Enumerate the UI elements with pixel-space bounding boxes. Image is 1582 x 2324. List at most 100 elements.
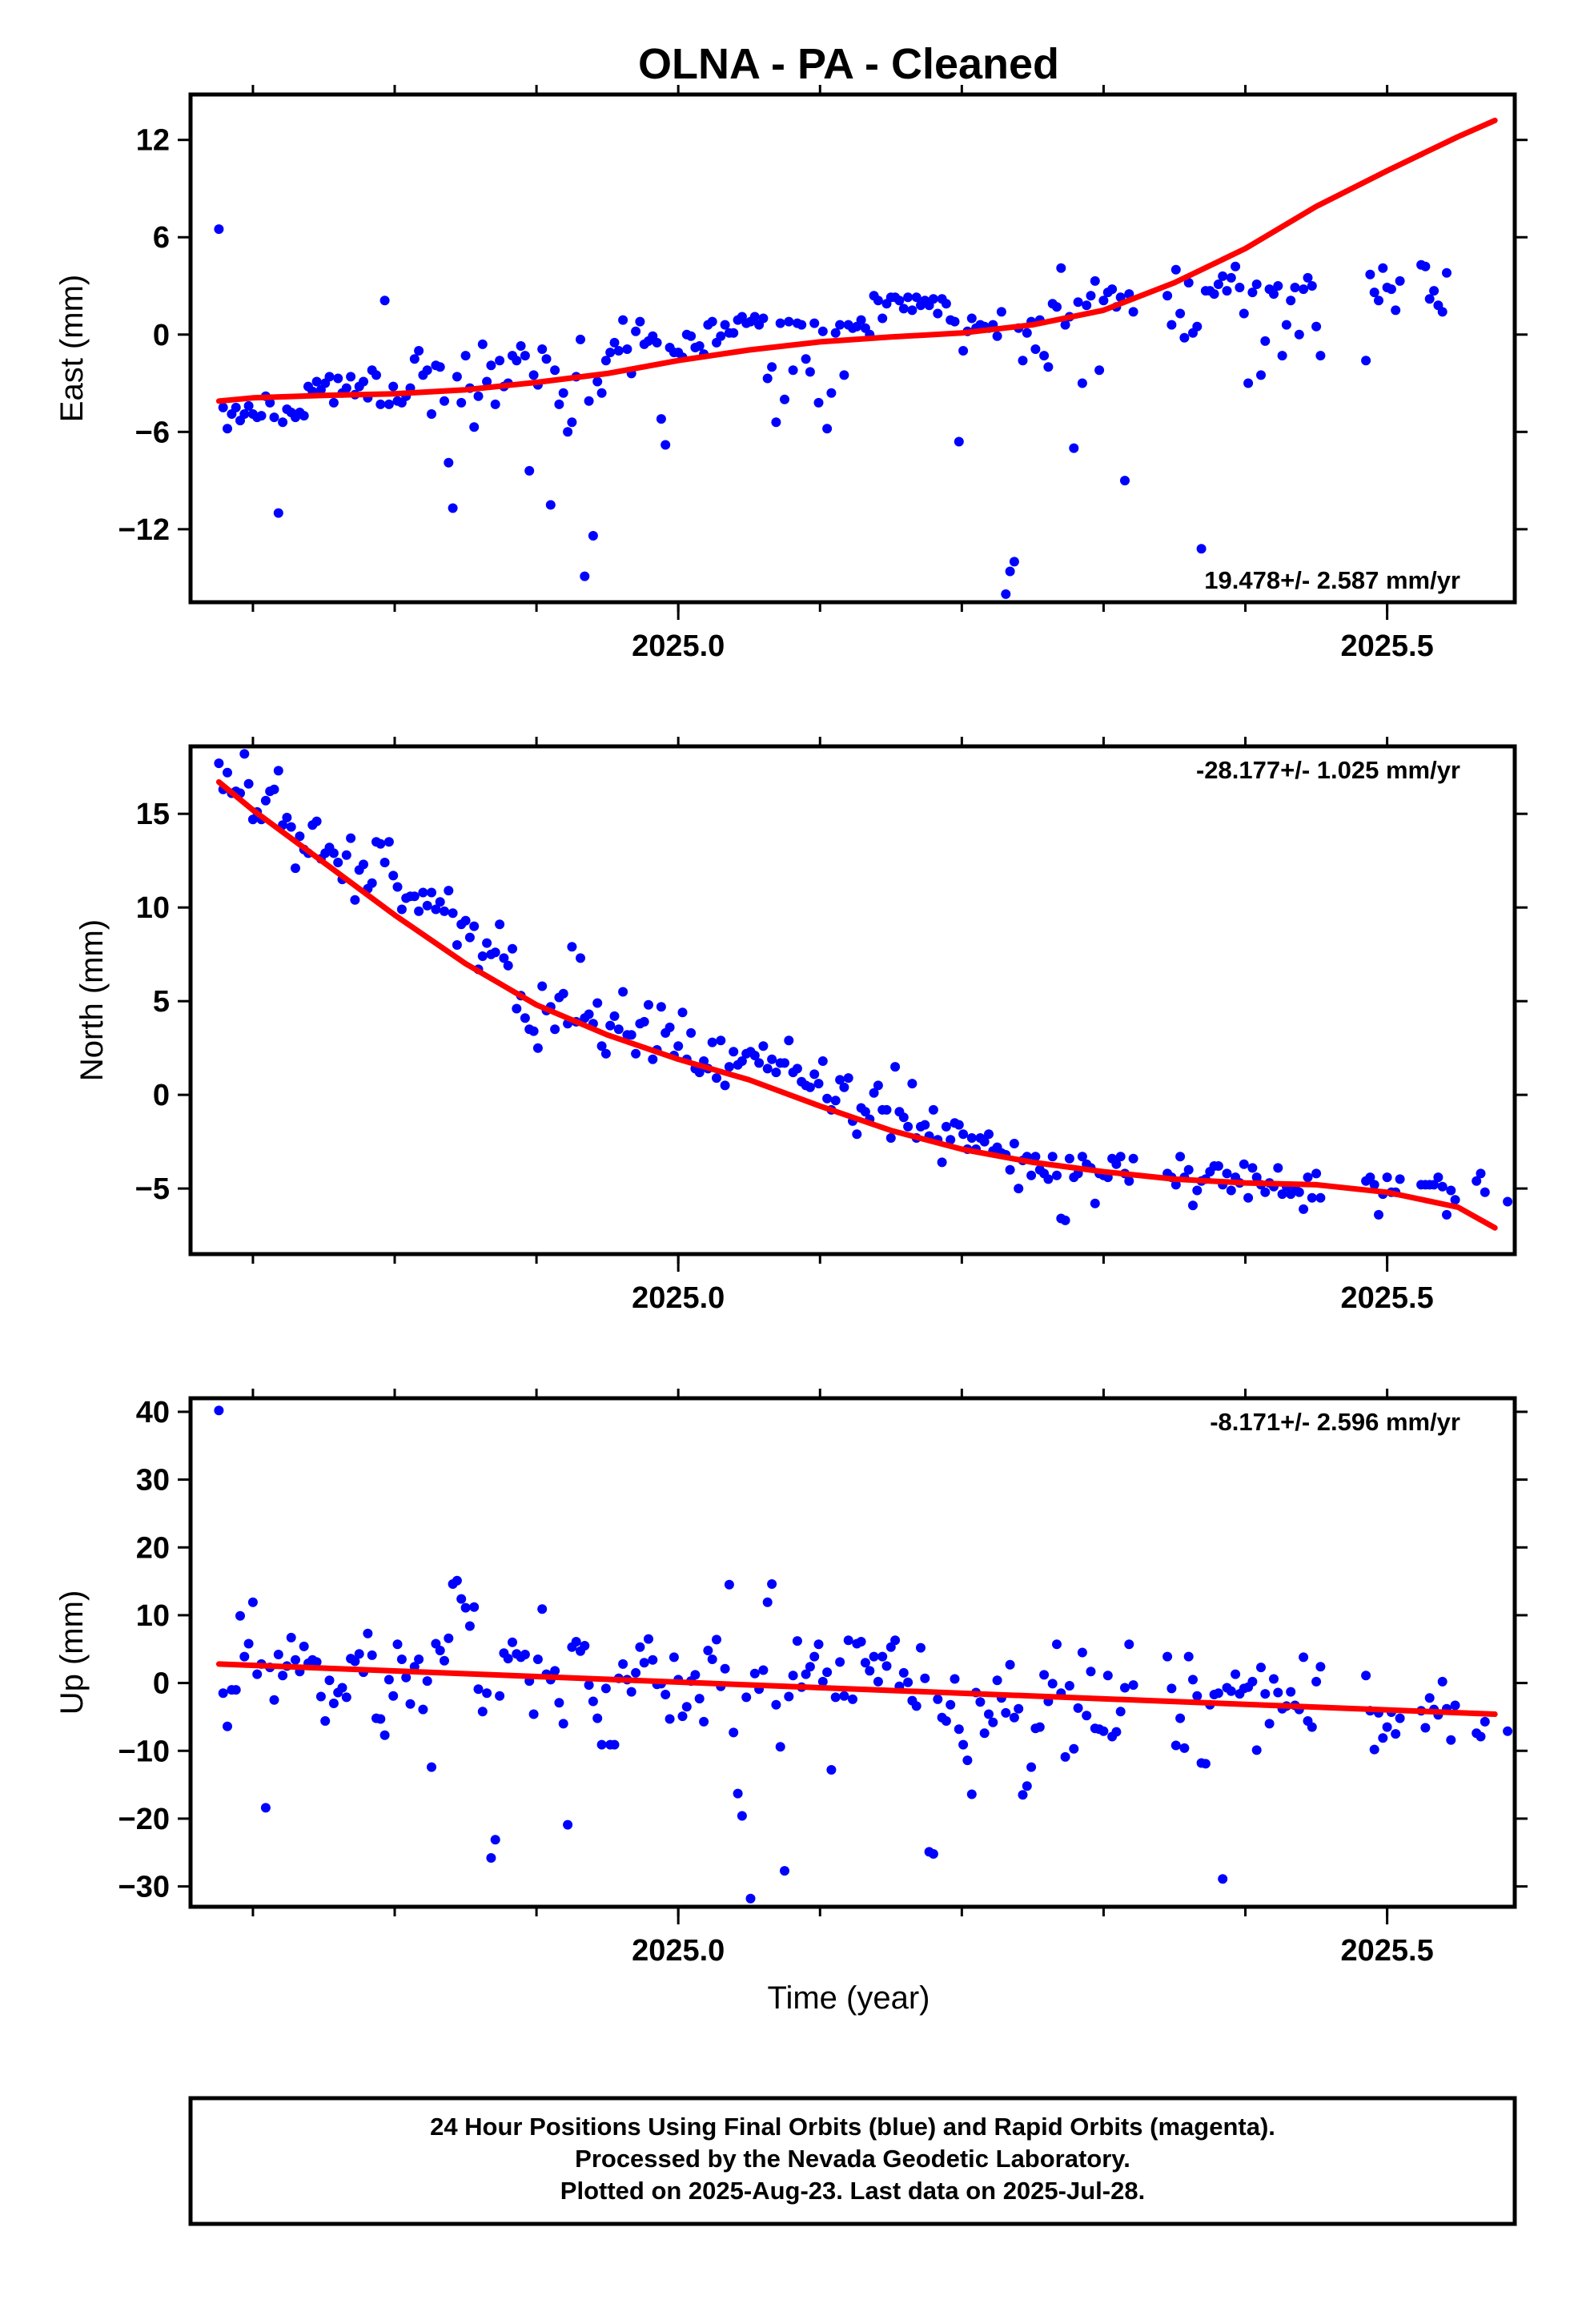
north-data-point <box>1277 1189 1287 1200</box>
north-data-point <box>460 915 471 926</box>
up-data-point <box>223 1721 232 1731</box>
up-data-point <box>464 1621 475 1631</box>
east-data-point <box>605 348 616 358</box>
east-data-point <box>414 346 424 356</box>
up-data-point <box>388 1691 399 1701</box>
up-data-point <box>401 1672 412 1683</box>
up-data-point <box>1162 1651 1173 1662</box>
north-data-point <box>286 822 296 832</box>
up-data-point <box>920 1673 930 1683</box>
east-data-point <box>218 402 228 412</box>
up-data-point <box>741 1692 752 1703</box>
up-data-point <box>379 1730 390 1740</box>
up-data-point <box>860 1658 870 1668</box>
chart-title: OLNA - PA - Cleaned <box>638 40 1059 88</box>
east-data-point <box>600 356 611 366</box>
east-data-point <box>1395 275 1405 286</box>
north-data-point <box>1429 1180 1439 1190</box>
up-data-point <box>1446 1735 1456 1745</box>
up-data-point <box>950 1674 960 1684</box>
up-panel: 40 30 20 10 0 −10 −20 −30 2025.0 2025.5 Up (mm) -8.… <box>54 1389 1528 1968</box>
east-data-point <box>1226 272 1236 283</box>
north-data-point <box>809 1069 820 1080</box>
east-data-point <box>822 424 833 434</box>
north-data-point <box>1047 1152 1058 1162</box>
east-data-point <box>830 328 841 338</box>
east-data-point <box>1170 264 1181 275</box>
footer-box: 24 Hour Positions Using Final Orbits (bl… <box>188 2096 1517 2226</box>
up-data-point <box>1503 1726 1513 1736</box>
north-data-point <box>1503 1196 1513 1207</box>
north-data-point <box>247 814 258 825</box>
north-data-point <box>512 1003 522 1014</box>
north-data-point <box>954 1120 964 1130</box>
east-data-point <box>707 316 717 327</box>
up-data-point <box>1231 1669 1241 1679</box>
up-data-point <box>435 1646 445 1655</box>
east-data-point <box>592 376 603 387</box>
up-data-point <box>396 1655 407 1664</box>
north-data-point <box>350 895 360 905</box>
up-data-point <box>452 1575 462 1586</box>
east-data-point <box>1281 320 1291 330</box>
north-data-point <box>1303 1172 1313 1183</box>
up-data-point <box>1369 1744 1379 1755</box>
up-data-point <box>537 1604 548 1614</box>
north-data-point <box>532 1043 543 1053</box>
east-data-point <box>928 294 938 304</box>
east-data-point <box>359 376 368 387</box>
north-data-point <box>903 1121 913 1132</box>
north-data-point <box>482 938 492 948</box>
east-data-point <box>839 370 849 380</box>
north-data-point <box>422 900 432 911</box>
up-data-point <box>218 1688 228 1699</box>
east-xtick-label: 2025.5 <box>1341 629 1434 663</box>
up-data-point <box>826 1765 837 1775</box>
up-data-point <box>1382 1722 1392 1732</box>
east-data-point <box>537 344 548 354</box>
up-data-point <box>286 1632 296 1642</box>
up-data-point <box>1247 1676 1258 1687</box>
up-data-point <box>1124 1639 1134 1650</box>
up-data-point <box>1170 1740 1181 1751</box>
east-data-point <box>1090 275 1100 286</box>
north-data-point <box>396 904 407 915</box>
east-data-point <box>1260 336 1271 346</box>
east-data-point <box>1077 378 1087 388</box>
north-data-point <box>941 1121 951 1132</box>
north-data-point <box>388 870 399 881</box>
north-data-point <box>712 1073 721 1084</box>
north-xtick-label: 2025.5 <box>1341 1281 1434 1315</box>
north-data-point <box>677 1007 688 1018</box>
east-data-point <box>1239 308 1249 319</box>
north-ytick-label: 10 <box>136 891 170 925</box>
north-data-point <box>1365 1172 1375 1183</box>
up-data-point <box>805 1662 815 1672</box>
up-data-point <box>830 1692 841 1703</box>
up-data-point <box>1166 1683 1177 1694</box>
east-data-point <box>422 365 432 376</box>
up-data-point <box>315 1691 326 1702</box>
east-data-point <box>1235 283 1245 292</box>
east-data-point <box>482 376 492 387</box>
north-data-point <box>495 919 505 930</box>
up-data-point <box>311 1657 322 1667</box>
east-data-point <box>554 399 564 409</box>
up-ytick-label: −30 <box>118 1871 170 1904</box>
east-data-point <box>452 372 462 382</box>
north-data-point <box>243 778 254 789</box>
north-data-point <box>639 1016 649 1027</box>
north-data-point <box>558 988 568 999</box>
up-data-point <box>252 1669 263 1679</box>
east-data-point <box>580 571 590 581</box>
north-data-point <box>341 850 351 860</box>
east-data-point <box>1069 443 1079 453</box>
east-data-point <box>1166 320 1177 330</box>
east-data-point <box>596 388 607 398</box>
up-data-point <box>1060 1751 1070 1762</box>
north-data-point <box>784 1035 794 1046</box>
north-data-point <box>780 1058 789 1068</box>
up-data-point <box>954 1724 964 1735</box>
east-data-point <box>1030 344 1041 354</box>
north-data-point <box>885 1133 896 1143</box>
